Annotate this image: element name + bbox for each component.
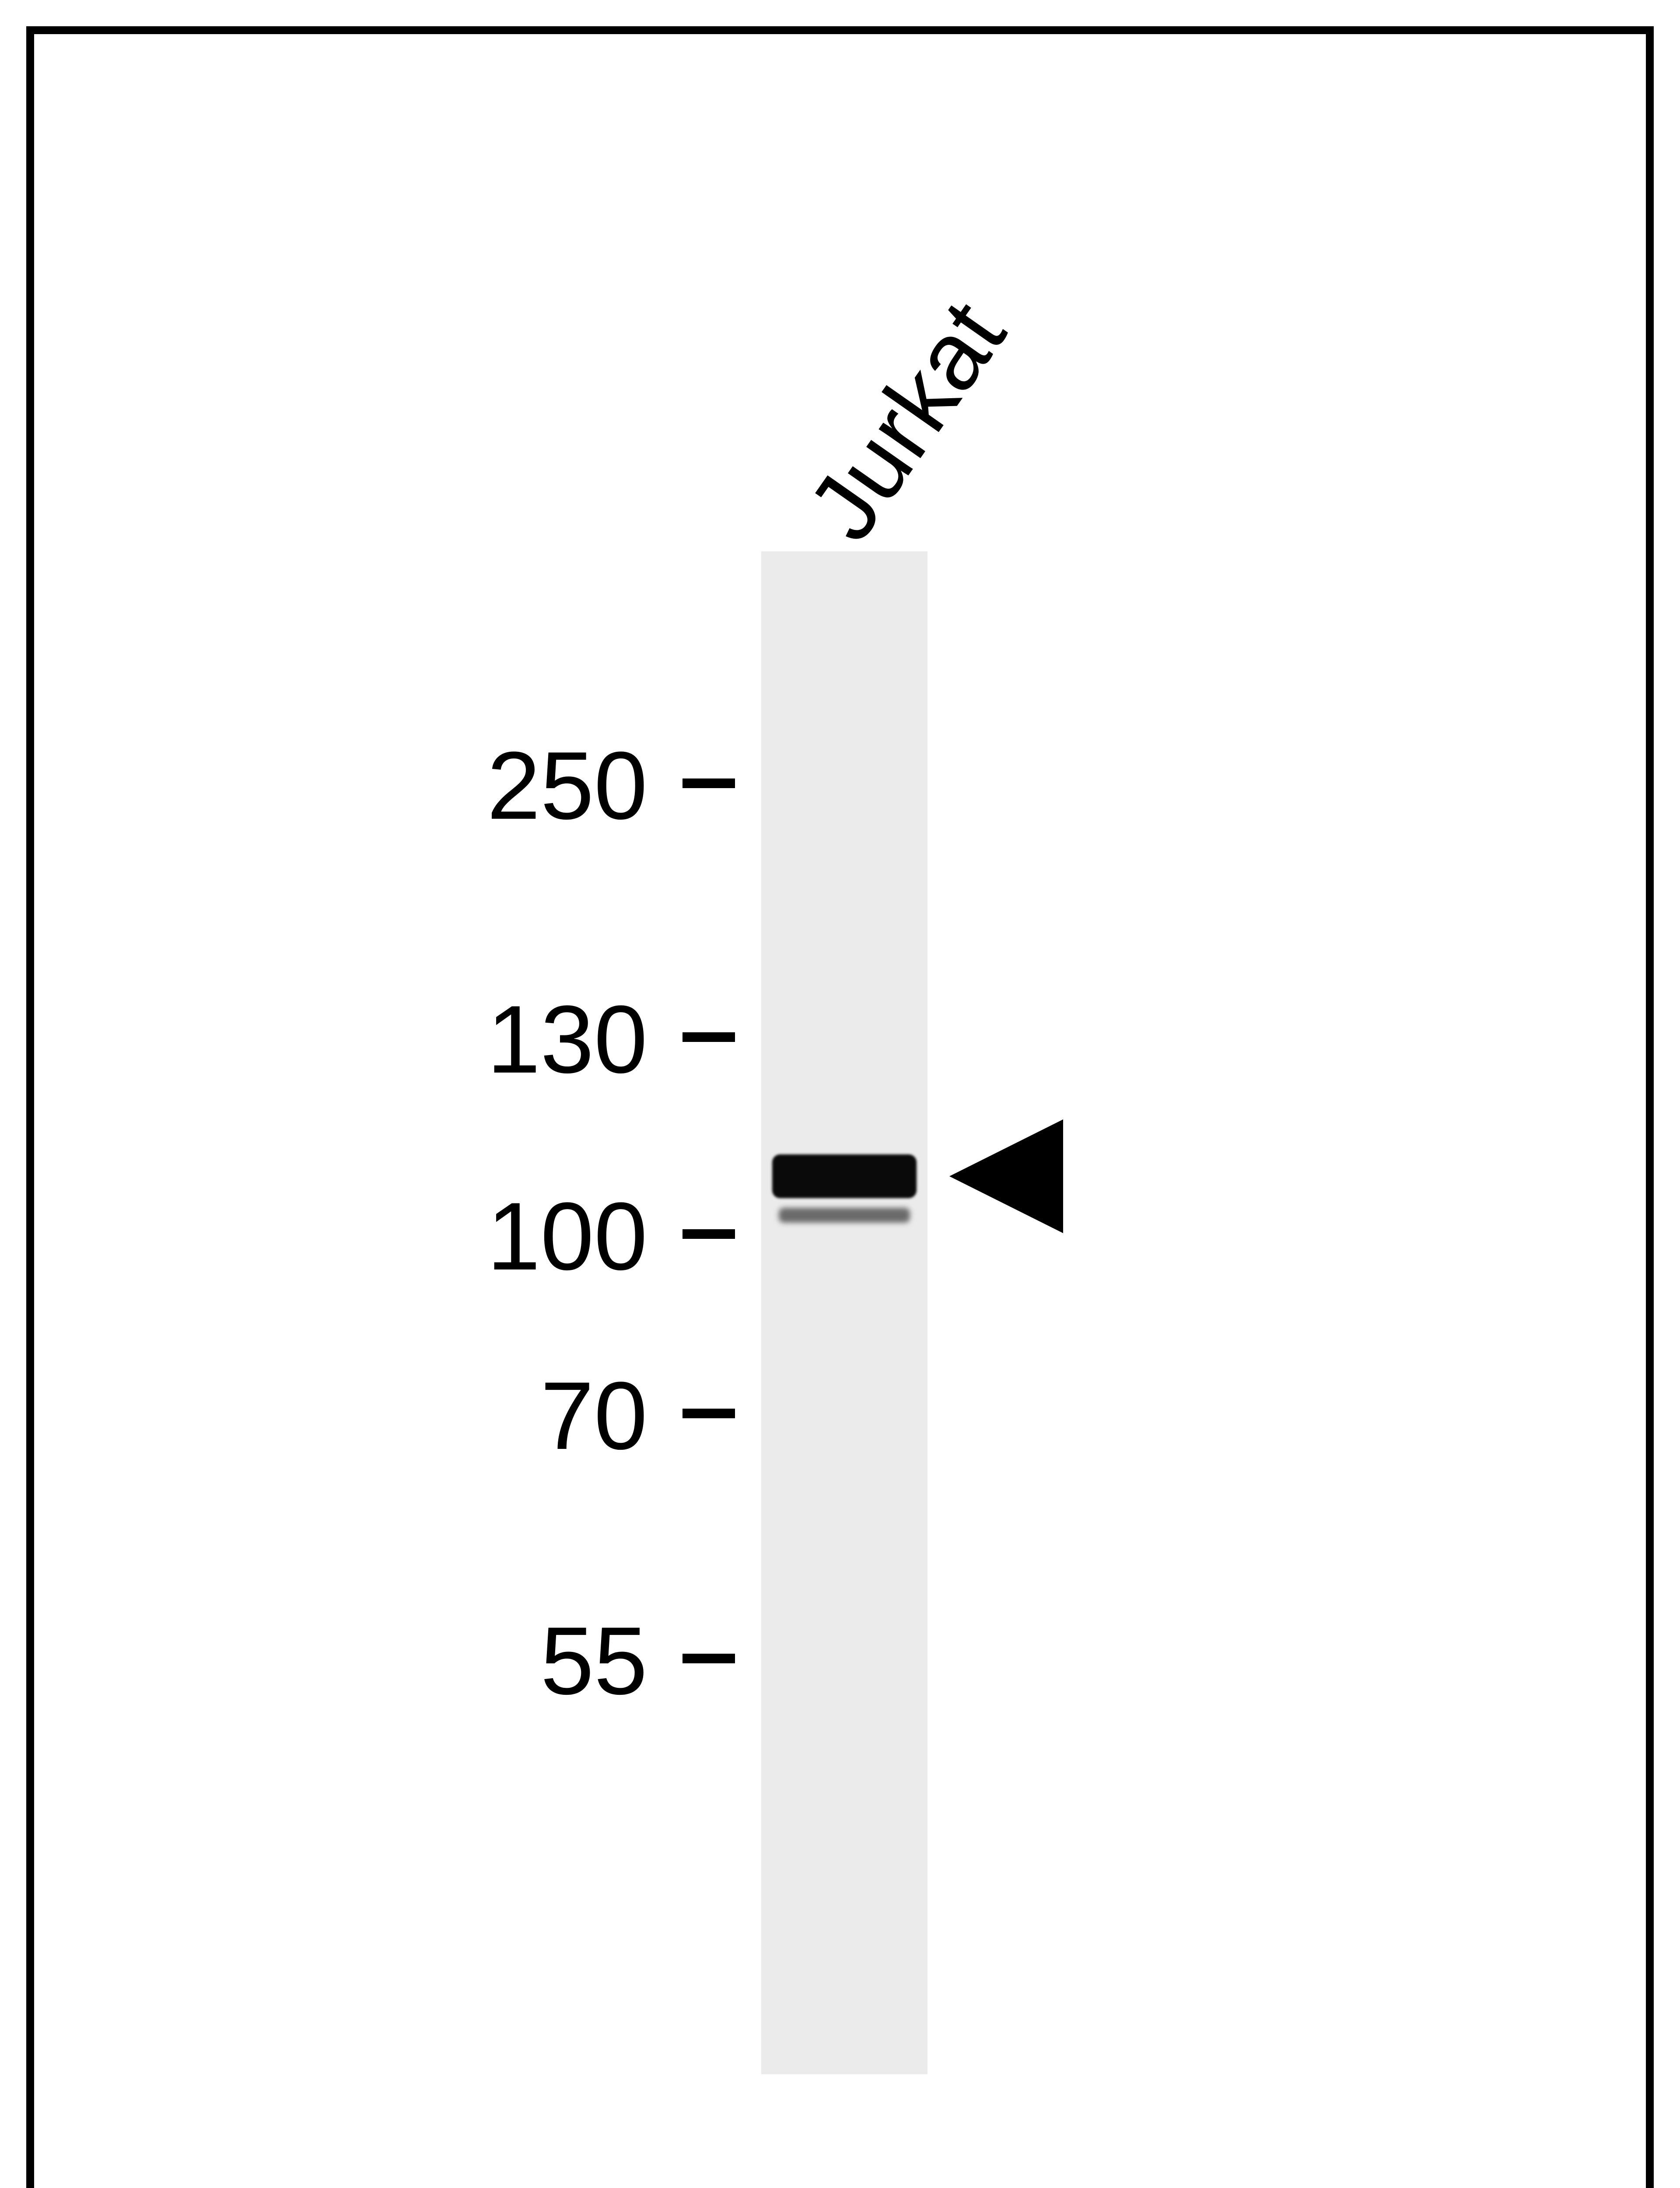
mw-tick-55 [682,1654,735,1663]
blot-band-0 [772,1154,917,1198]
mw-label-70: 70 [0,1360,648,1471]
blot-band-1 [779,1208,910,1223]
mw-tick-70 [682,1409,735,1418]
mw-label-130: 130 [0,984,648,1095]
mw-tick-100 [682,1229,735,1239]
mw-tick-130 [682,1032,735,1042]
mw-label-55: 55 [0,1606,648,1716]
mw-label-250: 250 [0,730,648,841]
band-indicator-arrow [949,1119,1063,1233]
blot-lane [761,551,928,2074]
mw-label-100: 100 [0,1181,648,1292]
mw-tick-250 [682,778,735,788]
